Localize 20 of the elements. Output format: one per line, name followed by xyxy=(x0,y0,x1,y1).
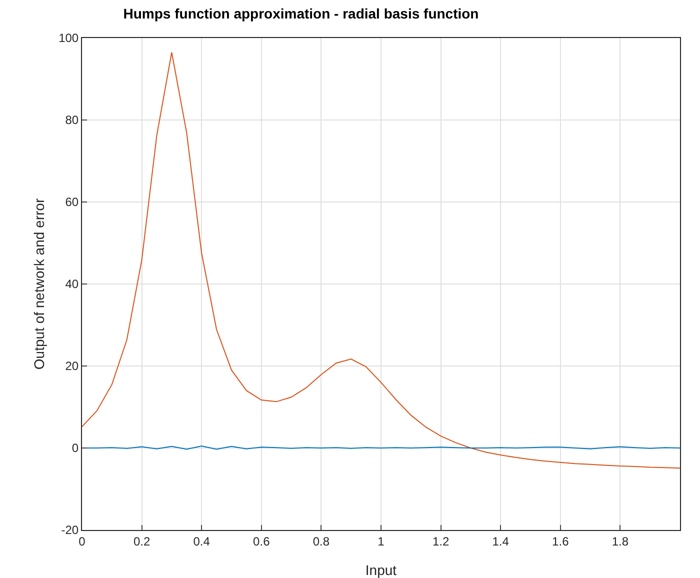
y-tick-label: -20 xyxy=(61,523,79,538)
y-tick-label: 20 xyxy=(65,359,79,374)
y-axis-title: Output of network and error xyxy=(31,198,47,370)
y-tick-label: 0 xyxy=(72,441,79,456)
y-tick-label: 100 xyxy=(58,31,79,46)
line-series xyxy=(82,52,680,469)
y-tick-label: 60 xyxy=(65,195,79,210)
x-tick-label: 0.4 xyxy=(193,534,210,548)
x-tick-label: 1.4 xyxy=(492,534,510,548)
chart-title: Humps function approximation - radial basis function xyxy=(123,5,479,22)
x-tick-label: 0.2 xyxy=(133,534,150,548)
x-tick-label: 1 xyxy=(378,534,385,548)
x-tick-label: 0.6 xyxy=(253,534,270,548)
x-axis-title: Input xyxy=(365,562,397,578)
x-tick-label: 1.6 xyxy=(552,534,570,548)
y-tick-label: 40 xyxy=(65,277,79,292)
x-tick-label: 1.8 xyxy=(612,534,629,548)
x-tick-label: 0.8 xyxy=(312,534,330,548)
y-tick-label: 80 xyxy=(65,113,79,128)
x-tick-label: 1.2 xyxy=(432,534,450,548)
